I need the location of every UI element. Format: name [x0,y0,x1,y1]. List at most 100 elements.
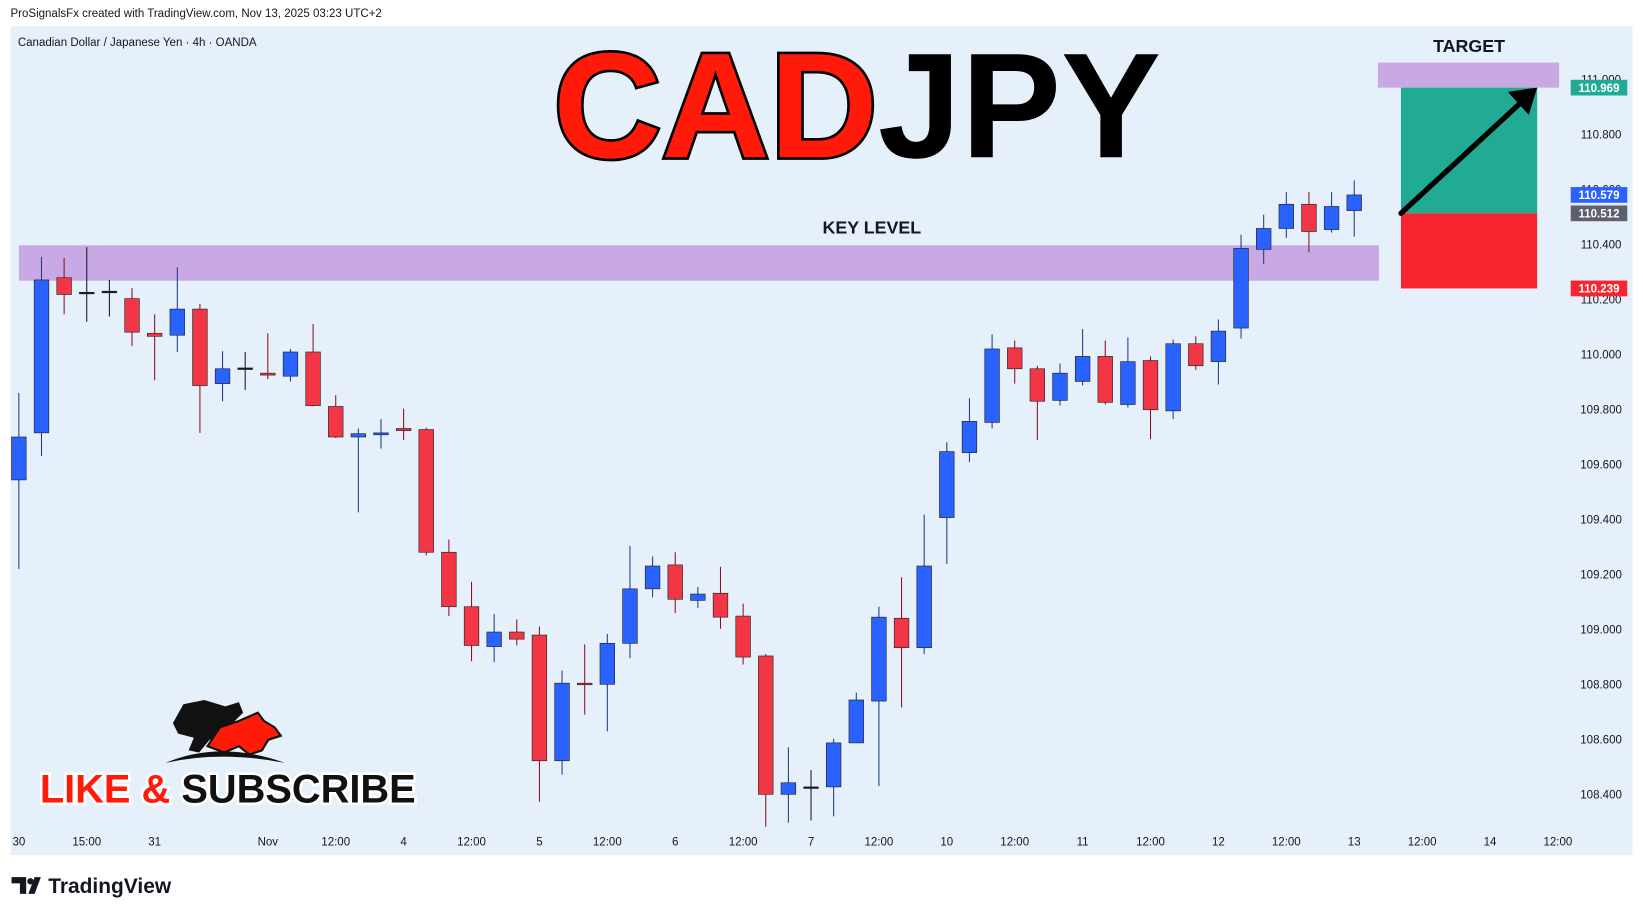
candle-body [984,348,1000,423]
candle-body [848,699,864,744]
y-tick-label: 110.400 [1581,239,1622,251]
candle-body [1301,203,1317,232]
promo-subscribe: SUBSCRIBE [181,768,415,812]
candle-body [1210,330,1227,362]
candle-body [644,565,661,590]
candle-body [1256,228,1272,250]
zone [1377,62,1560,88]
candle-body [599,642,615,685]
y-tick-label: 109.600 [1580,459,1622,471]
price-label: 110.579 [1578,190,1619,202]
footer-brand: TradingView [48,875,172,898]
x-tick-label: 12:00 [729,837,758,849]
candle-body [893,617,910,649]
y-tick-label: 110.800 [1581,129,1622,141]
candle-body [916,565,932,649]
candle-body [418,429,434,553]
candle-body [554,682,570,762]
x-tick-label: 31 [148,837,161,849]
price-label-box [1570,205,1628,222]
x-tick-label: 5 [536,837,542,849]
chart-layer: 108.400 108.600 108.800 109.000 109.200 109.4… [11,36,1628,849]
y-tick-label: 110.200 [1581,294,1622,306]
candle-body [395,428,412,431]
y-tick-label: 108.400 [1580,790,1622,802]
candle-body [350,433,367,438]
arrow-head [1507,87,1538,115]
price-label-box [1570,79,1628,96]
title-quote: JPY [878,21,1161,189]
candle-body [1074,356,1091,382]
y-tick-label: 108.600 [1580,734,1622,746]
symbol: Canadian Dollar / Japanese Yen · 4h · OA… [18,37,257,49]
candle-body [79,291,95,295]
candle-body [1029,368,1046,402]
y-tick-label: 109.200 [1580,569,1622,581]
candle-body [1165,343,1181,412]
price-label-box [1570,187,1628,203]
candle-body [282,351,299,377]
position-loss [1400,213,1538,289]
x-tick-label: 7 [808,837,814,849]
candle-body [1233,247,1249,329]
y-tick-label: 109.400 [1580,514,1622,526]
y-tick-label: 108.800 [1580,679,1622,691]
candle-body [147,332,163,337]
candle-body [192,308,208,386]
x-tick-label: 12:00 [1408,837,1437,849]
candle-body [826,742,842,788]
candle-body [101,290,118,294]
bull-bear-logo [165,700,286,763]
x-tick-label: 12:00 [1544,837,1573,849]
x-tick-label: 30 [12,837,25,849]
candle-body [1142,360,1159,411]
price-label: 110.969 [1578,83,1619,95]
big-title: CADJPY [553,21,1161,189]
candle-body [712,592,729,618]
candle-body [305,351,321,406]
arrow-shaft [1398,96,1528,216]
candle-body [758,655,774,795]
candle-body [577,682,593,686]
candle-body [1007,347,1023,370]
candle-body [1097,356,1113,403]
x-tick-label: 15:00 [72,837,101,849]
candle-body [622,588,638,644]
candle-body [56,277,72,295]
candle-body [373,432,389,436]
promo: LIKE & SUBSCRIBE [40,768,416,812]
candle-body [1120,361,1136,405]
x-tick-label: 12:00 [593,837,622,849]
candle-body [961,420,978,453]
x-tick-label: 10 [940,837,953,849]
candle-body [509,631,525,640]
candle-body [939,451,955,518]
candle-body [667,564,683,600]
candle-body [328,406,344,438]
candle-body [1052,372,1068,401]
y-tick-label: 109.800 [1580,404,1622,416]
zone-label: KEY LEVEL [823,218,922,238]
candle-body [531,634,548,762]
candle-body [803,786,819,789]
zone-label: TARGET [1433,36,1505,56]
x-tick-label: 14 [1484,837,1497,849]
candle-body [690,593,706,601]
y-tick-label: 110.000 [1581,349,1622,361]
candle-body [11,436,27,481]
candle-body [169,308,185,336]
price-label: 110.239 [1578,284,1619,296]
x-tick-label: 4 [400,837,407,849]
x-tick-label: 12:00 [1136,837,1165,849]
x-tick-label: 6 [672,837,678,849]
candle-body [124,298,140,333]
candle-body [214,368,231,384]
x-tick-label: 11 [1077,837,1089,849]
x-tick-label: Nov [258,837,279,849]
zone [18,245,1379,281]
chart-panel [10,26,1633,856]
candle-body [441,551,457,608]
y-tick-label: 109.000 [1580,624,1622,636]
price-label: 110.512 [1578,209,1619,221]
